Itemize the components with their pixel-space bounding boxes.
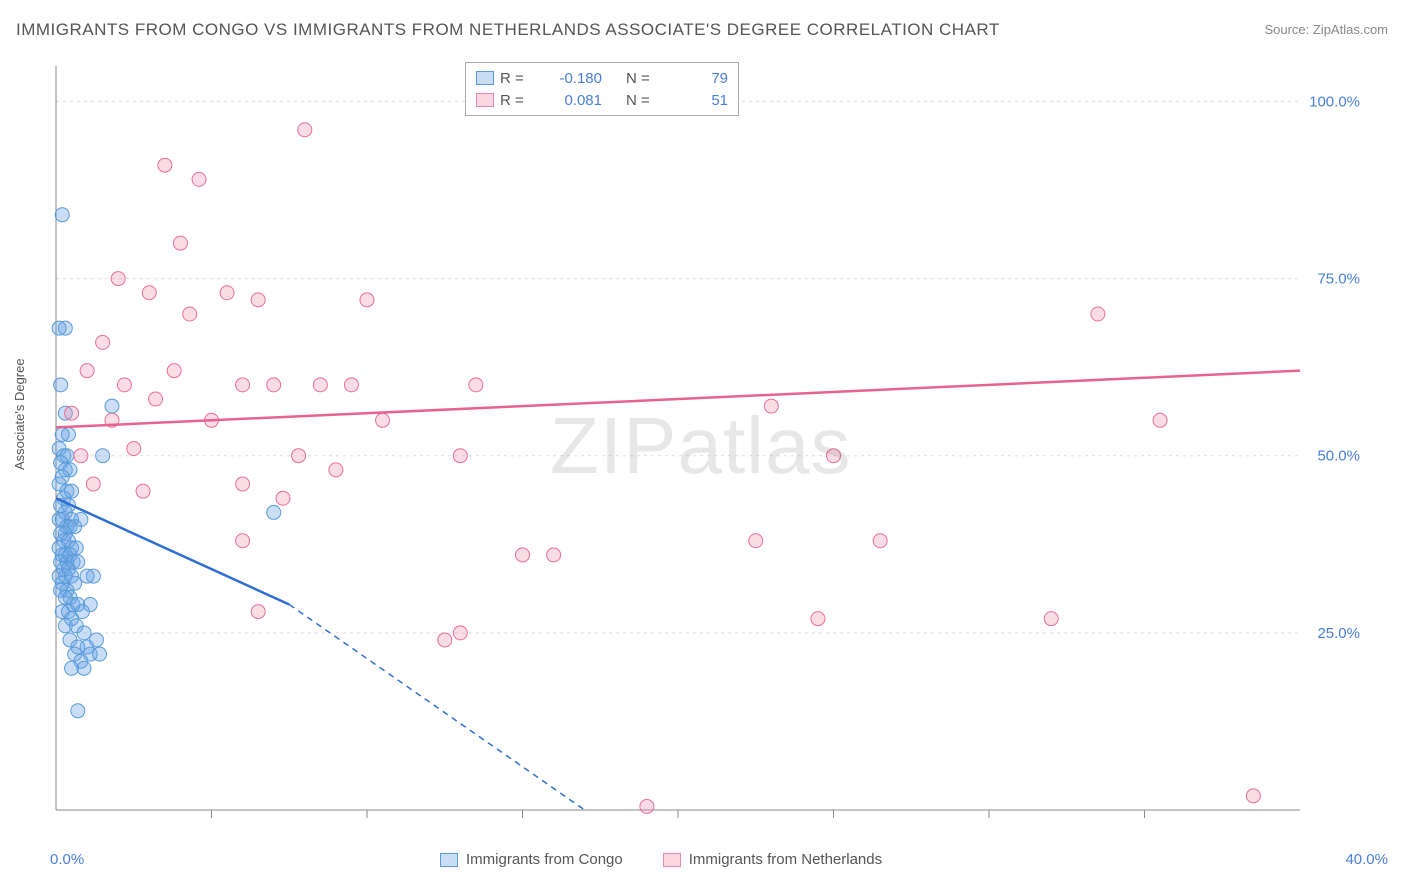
legend-label: Immigrants from Congo [466, 851, 623, 868]
n-value: 79 [668, 70, 728, 87]
x-tick-min: 0.0% [50, 851, 84, 868]
x-tick-max: 40.0% [1345, 851, 1388, 868]
swatch-icon [476, 93, 494, 107]
swatch-icon [440, 853, 458, 867]
svg-text:100.0%: 100.0% [1309, 93, 1360, 110]
n-value: 51 [668, 92, 728, 109]
y-axis-label: Associate's Degree [12, 358, 27, 470]
stats-row-netherlands: R = 0.081 N = 51 [476, 89, 728, 111]
svg-text:25.0%: 25.0% [1317, 625, 1360, 642]
chart-title: IMMIGRANTS FROM CONGO VS IMMIGRANTS FROM… [16, 20, 1000, 40]
stats-legend: R = -0.180 N = 79 R = 0.081 N = 51 [465, 62, 739, 116]
legend-item-netherlands: Immigrants from Netherlands [663, 851, 882, 868]
n-label: N = [626, 92, 662, 109]
legend-label: Immigrants from Netherlands [689, 851, 882, 868]
r-value: 0.081 [542, 92, 602, 109]
svg-text:50.0%: 50.0% [1317, 448, 1360, 465]
n-label: N = [626, 70, 662, 87]
swatch-icon [663, 853, 681, 867]
scatter-plot: 25.0% 50.0% 75.0% 100.0% [50, 60, 1370, 830]
r-value: -0.180 [542, 70, 602, 87]
series-legend: Immigrants from Congo Immigrants from Ne… [440, 851, 882, 868]
legend-item-congo: Immigrants from Congo [440, 851, 623, 868]
stats-row-congo: R = -0.180 N = 79 [476, 67, 728, 89]
r-label: R = [500, 92, 536, 109]
source-label: Source: ZipAtlas.com [1264, 22, 1388, 37]
r-label: R = [500, 70, 536, 87]
swatch-icon [476, 71, 494, 85]
svg-text:75.0%: 75.0% [1317, 271, 1360, 288]
